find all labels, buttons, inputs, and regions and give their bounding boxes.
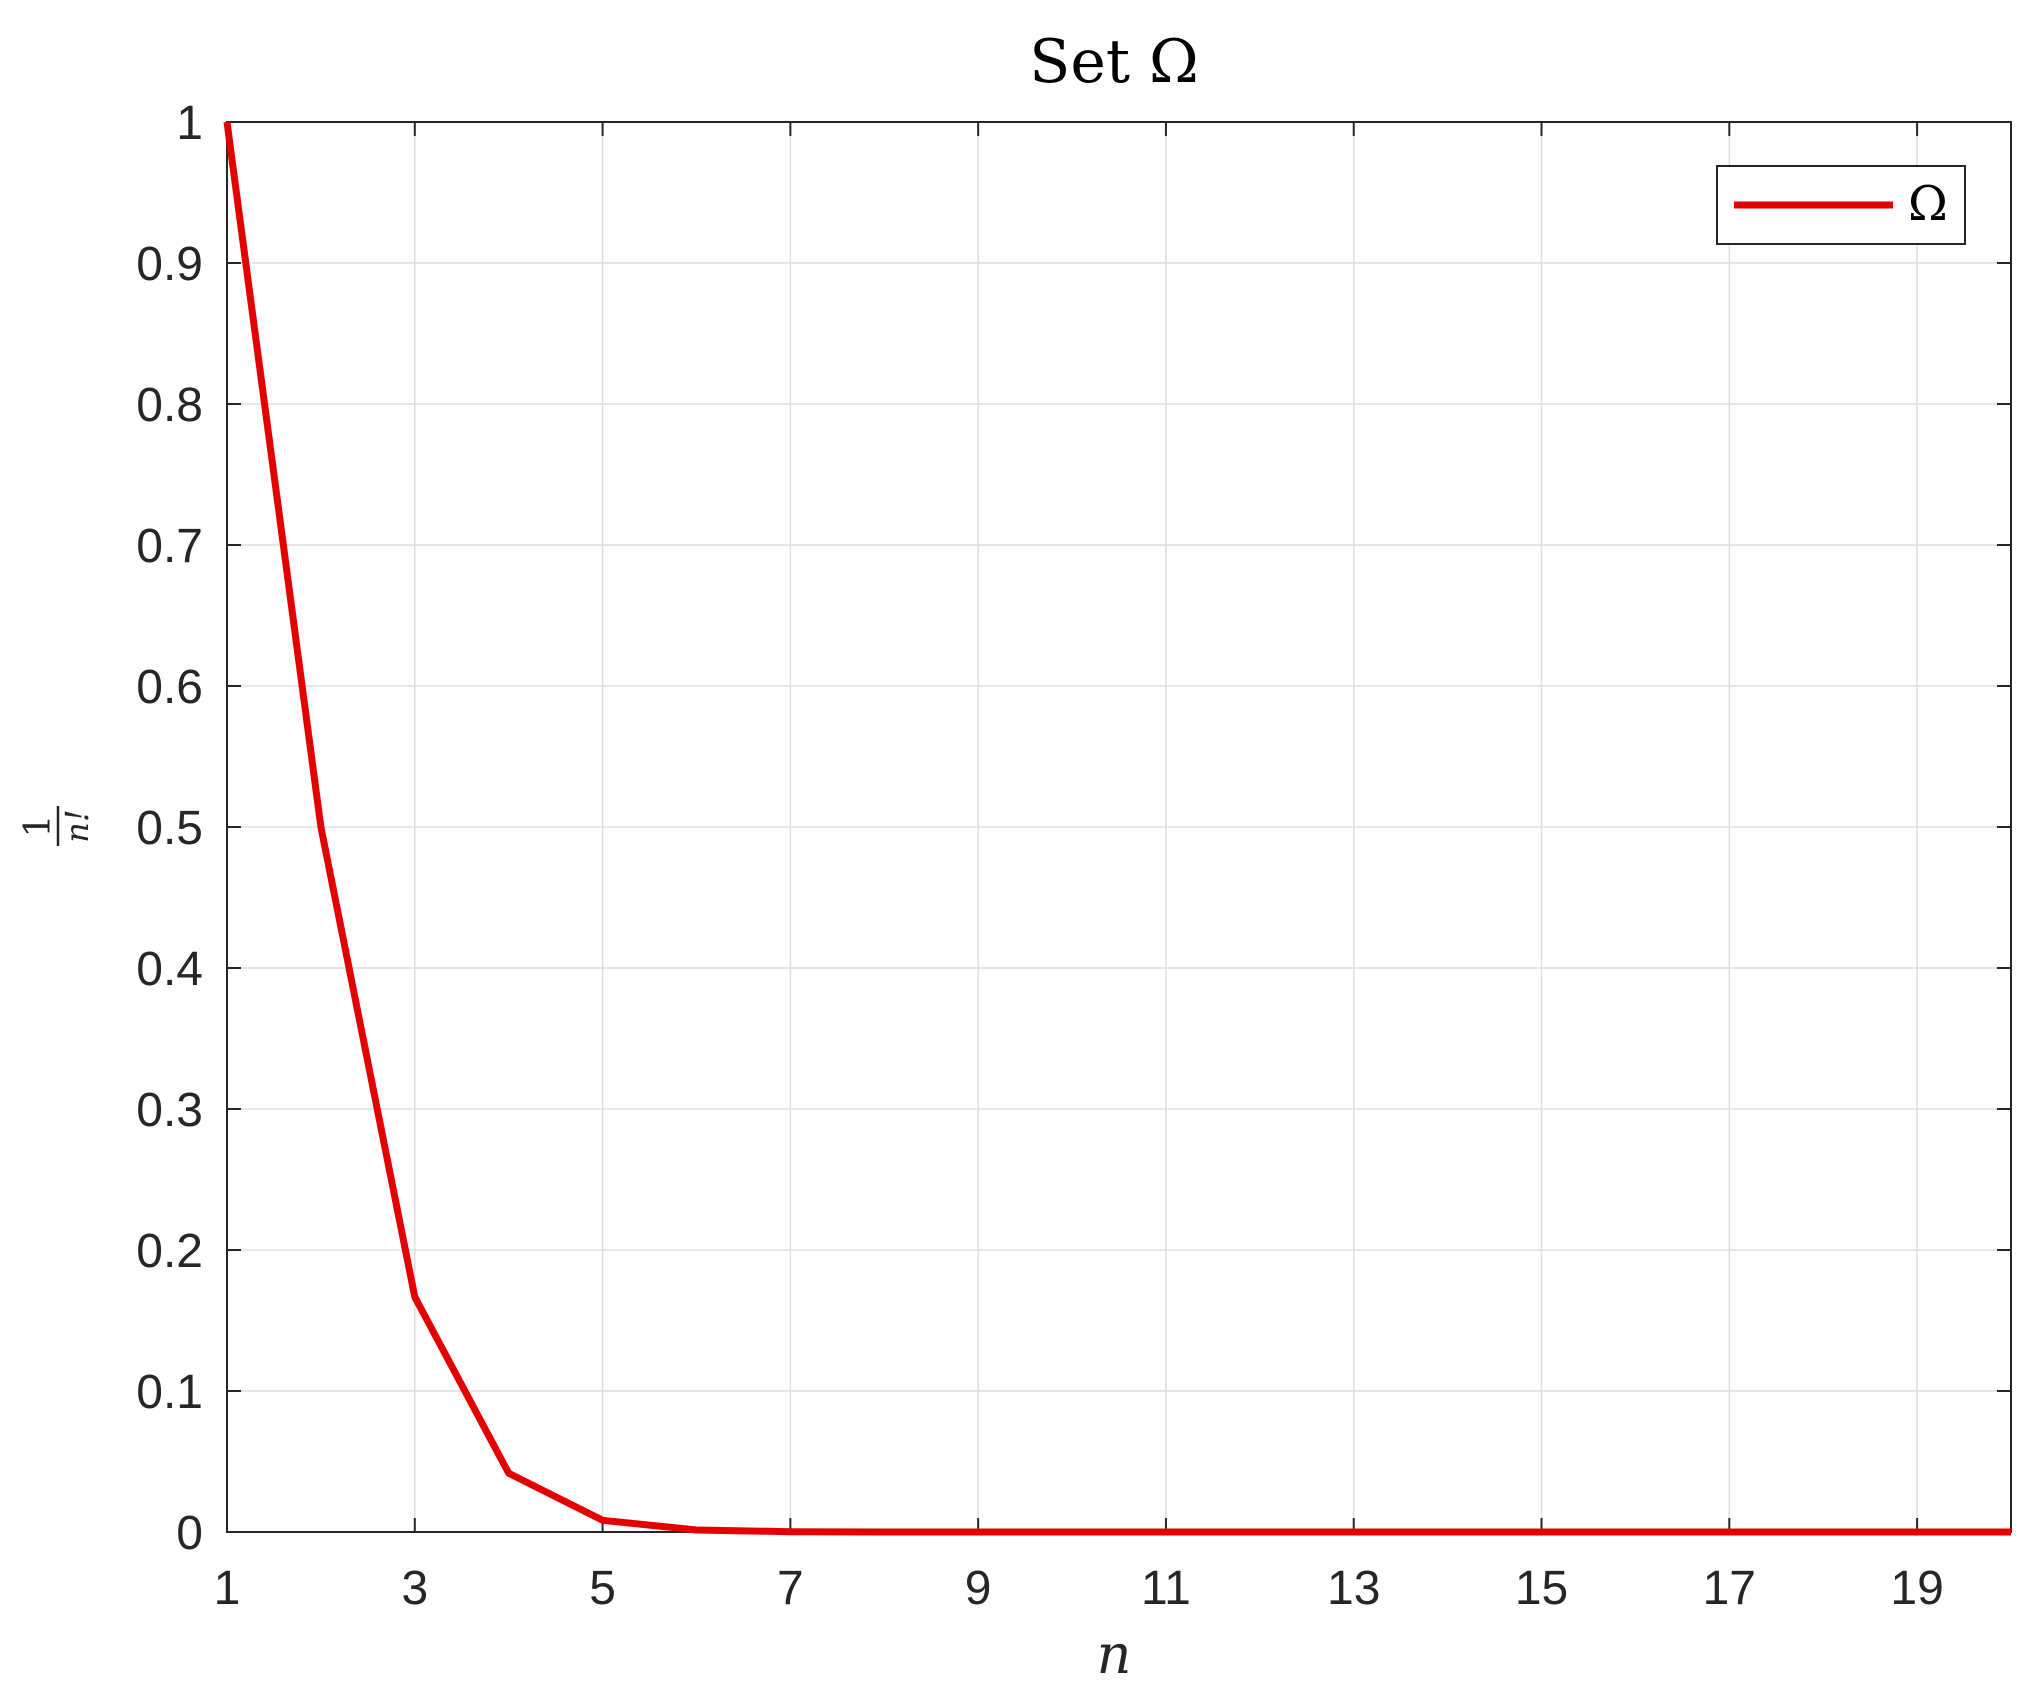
- series-line-omega: [223, 121, 2011, 1536]
- x-tick-label: 5: [589, 1562, 616, 1615]
- x-axis-label: n: [1097, 1623, 1132, 1686]
- y-axis-label-numerator: 1: [18, 815, 59, 838]
- y-axis-label-denominator: n!: [58, 809, 96, 842]
- legend-label-omega: Ω: [1908, 176, 1948, 232]
- y-tick-label: 0.2: [136, 1225, 203, 1278]
- x-tick-label: 3: [401, 1562, 428, 1615]
- x-tick-label: 13: [1327, 1562, 1380, 1615]
- x-tick-label: 11: [1141, 1562, 1191, 1615]
- y-tick-label: 0.1: [136, 1366, 203, 1419]
- y-tick-label: 1: [176, 97, 203, 150]
- x-tick-label: 1: [214, 1562, 241, 1615]
- y-tick-labels: 0 0.1 0.2 0.3 0.4 0.5 0.6 0.7 0.8 0.9 1: [136, 97, 203, 1560]
- grid: [226, 121, 2011, 1533]
- series-layer: [223, 121, 2011, 1536]
- legend: Ω: [1716, 165, 1966, 245]
- y-tick-label: 0.4: [136, 943, 203, 996]
- y-tick-label: 0.7: [136, 520, 203, 573]
- x-tick-label: 7: [777, 1562, 804, 1615]
- y-tick-label: 0.5: [136, 802, 203, 855]
- x-tick-label: 15: [1515, 1562, 1568, 1615]
- y-tick-label: 0.3: [136, 1084, 203, 1137]
- y-tick-label: 0.6: [136, 661, 203, 714]
- y-tick-label: 0: [176, 1507, 203, 1560]
- y-tick-label: 0.8: [136, 379, 203, 432]
- x-tick-label: 9: [965, 1562, 992, 1615]
- x-tick-labels: 1 3 5 7 9 11 13 15 17 19: [214, 1562, 1944, 1615]
- x-tick-label: 17: [1703, 1562, 1756, 1615]
- y-tick-label: 0.9: [136, 238, 203, 291]
- y-axis-label: 1 n!: [18, 806, 96, 846]
- x-tick-label: 19: [1890, 1562, 1943, 1615]
- chart-title: Set Ω: [1029, 27, 1199, 97]
